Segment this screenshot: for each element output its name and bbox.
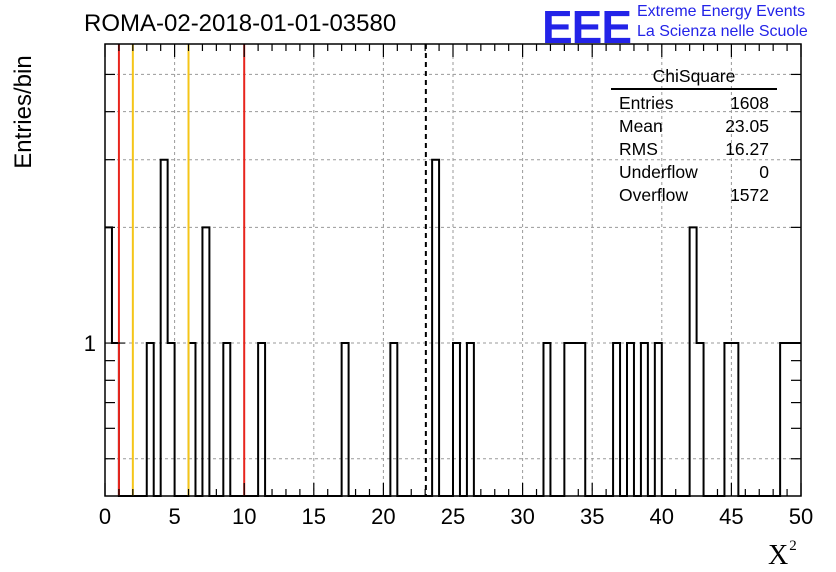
- stats-value: 1608: [730, 93, 769, 113]
- x-tick-label: 0: [99, 504, 111, 529]
- stats-label: Overflow: [619, 185, 689, 205]
- logo-line-2: La Scienza nelle Scuole: [637, 23, 808, 40]
- x-tick-label: 30: [510, 504, 534, 529]
- x-tick-label: 15: [302, 504, 326, 529]
- x-tick-label: 25: [441, 504, 465, 529]
- y-axis-label: Entries/bin: [10, 55, 37, 169]
- stats-row-overflow: Overflow 1572: [611, 184, 777, 207]
- stats-row-rms: RMS 16.27: [611, 138, 777, 161]
- stats-value: 1572: [730, 185, 769, 205]
- x-tick-label: 5: [168, 504, 180, 529]
- x-tick-label: 50: [789, 504, 813, 529]
- stats-label: RMS: [619, 139, 658, 159]
- stats-title: ChiSquare: [611, 66, 777, 90]
- stats-value: 16.27: [725, 139, 769, 159]
- x-axis-label: X2: [768, 538, 797, 572]
- x-tick-label: 45: [719, 504, 743, 529]
- stats-label: Entries: [619, 93, 674, 113]
- x-tick-label: 20: [371, 504, 395, 529]
- logo-line-1: Extreme Energy Events: [637, 3, 806, 20]
- stats-value: 0: [759, 162, 769, 182]
- x-tick-label: 35: [580, 504, 604, 529]
- stats-label: Underflow: [619, 162, 698, 182]
- chart-title: ROMA-02-2018-01-01-03580: [84, 10, 397, 37]
- stats-box: ChiSquare Entries 1608 Mean 23.05 RMS 16…: [611, 66, 777, 207]
- stats-label: Mean: [619, 116, 663, 136]
- x-axis-label-superscript: 2: [789, 538, 797, 554]
- stats-row-underflow: Underflow 0: [611, 161, 777, 184]
- y-tick-label: 1: [84, 331, 96, 356]
- x-tick-label: 10: [232, 504, 256, 529]
- stats-row-mean: Mean 23.05: [611, 115, 777, 138]
- stats-value: 23.05: [725, 116, 769, 136]
- x-tick-label: 40: [650, 504, 674, 529]
- x-axis-label-base: X: [768, 540, 789, 571]
- logo-mark: EEE: [542, 1, 632, 53]
- stats-row-entries: Entries 1608: [611, 92, 777, 115]
